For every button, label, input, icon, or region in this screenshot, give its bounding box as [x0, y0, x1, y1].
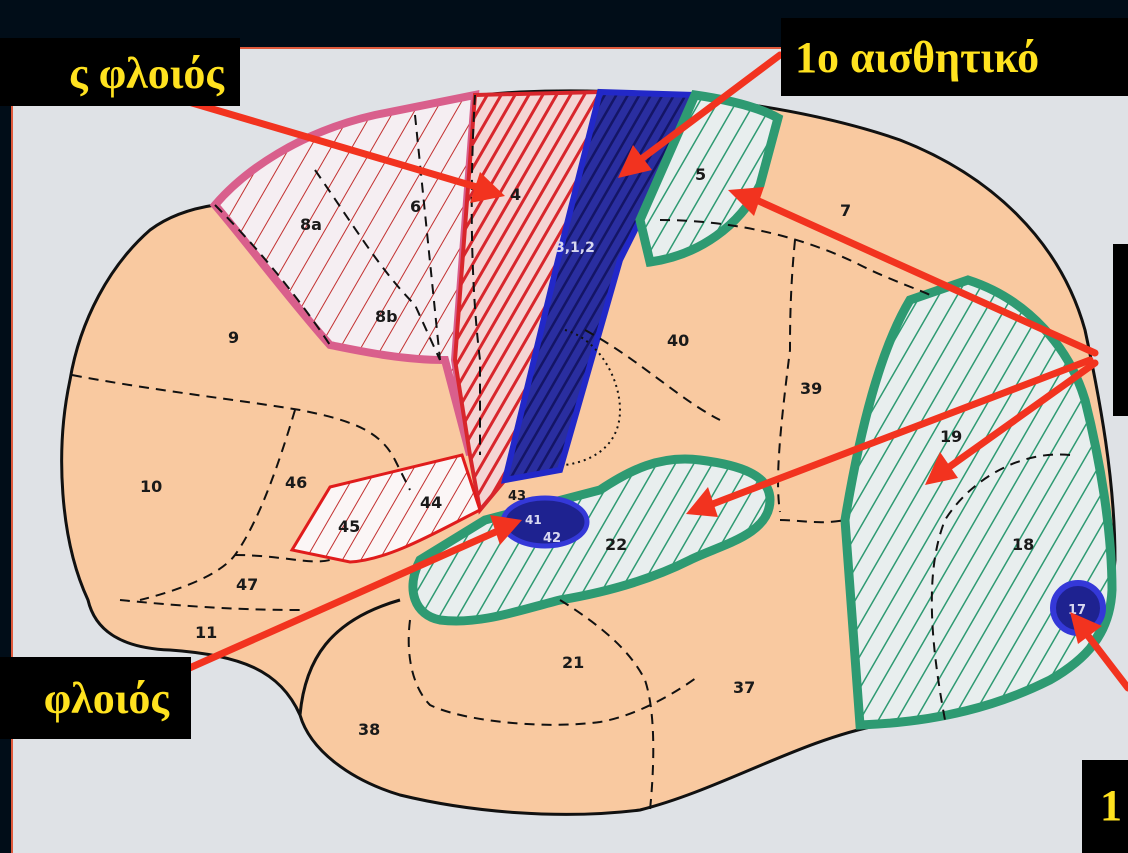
pointer-arrows	[136, 51, 1128, 694]
temporal-lobe-contour	[298, 598, 401, 716]
area-number-18: 18	[1012, 535, 1034, 554]
area-number-45: 45	[338, 517, 360, 536]
area-number-10: 10	[140, 477, 162, 496]
broca-region	[289, 453, 482, 564]
area-number-19: 19	[940, 427, 962, 446]
area-number-40: 40	[667, 331, 689, 350]
auditory-association-region	[408, 454, 775, 626]
area-number-6: 6	[410, 197, 421, 216]
arrow-assoc-5-head	[728, 187, 764, 216]
area-number-37: 37	[733, 678, 755, 697]
area-number-46: 46	[285, 473, 307, 492]
arrow-motor-head	[470, 172, 505, 203]
area-number-21: 21	[562, 653, 584, 672]
premotor-region	[209, 90, 480, 457]
area-number-38: 38	[358, 720, 380, 739]
area-number-11: 11	[195, 623, 217, 642]
area-number-44: 44	[420, 493, 442, 512]
arrow-assoc-5	[748, 194, 1099, 357]
area-number-5: 5	[695, 165, 706, 184]
label-auditory-cortex-text: φλοιός	[43, 674, 169, 723]
label-visual-cortex-text: 1	[1100, 781, 1122, 830]
arrow-assoc-22	[706, 356, 1094, 509]
label-primary-sensory: 1ο αισθητικό	[781, 18, 1128, 96]
arrow-sensory-head	[618, 145, 652, 178]
area-number-43: 43	[508, 489, 526, 504]
arrow-auditory	[136, 526, 504, 694]
area-number-3-1-2: 3,1,2	[555, 240, 595, 256]
area-number-41: 41	[525, 513, 542, 527]
arrow-assoc-22-head	[686, 487, 718, 517]
label-visual-cortex: 1	[1082, 760, 1128, 853]
arrow-visual	[1078, 624, 1128, 692]
arrow-sensory	[636, 51, 784, 164]
arrow-assoc-19-head	[925, 452, 958, 485]
label-association-box	[1113, 244, 1128, 416]
area-number-22: 22	[605, 535, 627, 554]
area-number-42: 42	[543, 531, 561, 546]
area-numbers: 4 6 8a 8b 9 10 46 44 45 47 11 3,1,2 5 7 …	[140, 165, 1086, 739]
area-number-7: 7	[840, 201, 851, 220]
area-number-8b: 8b	[375, 307, 398, 326]
sulcus-dotted	[564, 329, 622, 466]
area-number-39: 39	[800, 379, 822, 398]
area-number-47: 47	[236, 575, 258, 594]
arrow-assoc-19	[941, 359, 1099, 474]
area-number-9: 9	[228, 328, 239, 347]
label-motor-cortex-text: ς φλοιός	[69, 49, 224, 98]
label-motor-cortex: ς φλοιός	[0, 38, 240, 106]
arrow-visual-head	[1070, 612, 1102, 644]
label-primary-sensory-text: 1ο αισθητικό	[795, 33, 1040, 82]
label-auditory-cortex: φλοιός	[0, 657, 191, 739]
area-number-4: 4	[510, 185, 521, 204]
arrow-auditory-head	[490, 515, 522, 545]
arrow-motor	[178, 96, 484, 192]
area-number-8a: 8a	[300, 215, 322, 234]
